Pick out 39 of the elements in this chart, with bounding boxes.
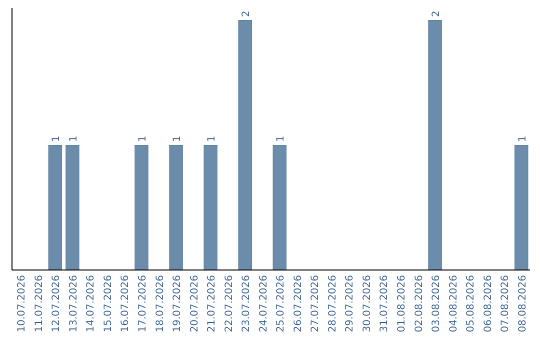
x-tick-label: 07.08.2026 xyxy=(500,275,512,332)
x-tick-label: 26.07.2026 xyxy=(292,275,304,332)
x-tick-label: 14.07.2026 xyxy=(86,275,97,332)
x-tick-label: 23.07.2026 xyxy=(241,275,252,332)
x-tick-label: 25.07.2026 xyxy=(276,275,287,332)
x-tick-label: 19.07.2026 xyxy=(172,275,184,332)
x-tick-label: 15.07.2026 xyxy=(102,275,114,332)
data-label: 1 xyxy=(172,136,184,142)
x-tick-label: 20.07.2026 xyxy=(189,275,200,332)
x-tick-label: 16.07.2026 xyxy=(120,275,132,332)
x-tick-label: 30.07.2026 xyxy=(362,275,373,332)
x-tick-label: 31.07.2026 xyxy=(379,275,390,332)
x-tick-label: 05.08.2026 xyxy=(466,275,477,332)
data-label: 1 xyxy=(276,136,287,142)
x-tick-label: 22.07.2026 xyxy=(224,275,235,332)
data-label: 1 xyxy=(51,136,62,142)
data-label: 2 xyxy=(241,10,252,17)
data-label: 1 xyxy=(517,136,528,142)
x-tick-label: 02.08.2026 xyxy=(414,275,425,332)
x-tick-label: 28.07.2026 xyxy=(327,275,338,332)
x-tick-label: 08.08.2026 xyxy=(517,275,528,332)
x-tick-label: 01.08.2026 xyxy=(396,275,408,332)
data-label: 1 xyxy=(206,136,218,142)
x-tick-label: 03.08.2026 xyxy=(431,275,442,332)
x-tick-label: 21.07.2026 xyxy=(206,275,218,332)
x-tick-label: 17.07.2026 xyxy=(138,275,148,332)
data-label: 1 xyxy=(138,136,148,142)
x-tick-label: 24.07.2026 xyxy=(258,275,270,332)
x-tick-label: 11.07.2026 xyxy=(34,275,45,332)
x-tick-label: 06.08.2026 xyxy=(482,275,494,332)
x-tick-label: 10.07.2026 xyxy=(16,275,28,332)
x-tick-label: 18.07.2026 xyxy=(154,275,166,332)
x-tick-label: 13.07.2026 xyxy=(68,275,80,332)
x-tick-label: 04.08.2026 xyxy=(448,275,460,332)
x-tick-label: 29.07.2026 xyxy=(344,275,356,332)
data-label: 1 xyxy=(68,136,80,142)
x-tick-label: 27.07.2026 xyxy=(310,275,322,332)
data-label: 2 xyxy=(431,10,442,17)
x-tick-label: 12.07.2026 xyxy=(51,275,62,332)
